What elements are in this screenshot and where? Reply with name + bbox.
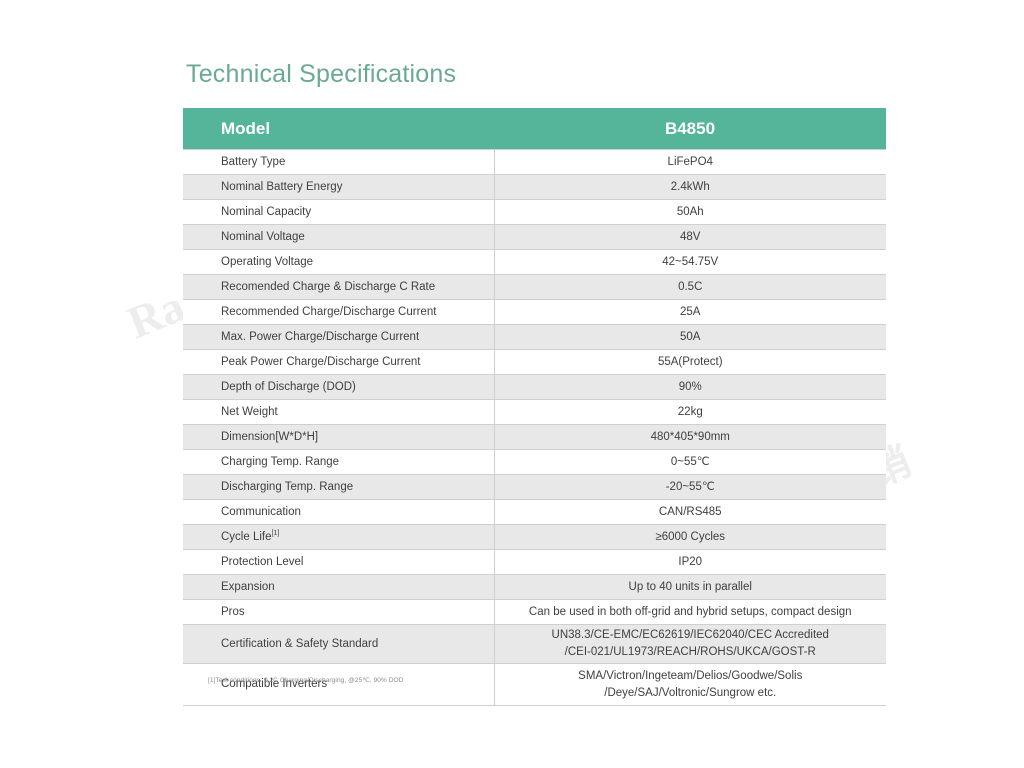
footnote-marker: [1] — [271, 529, 280, 537]
table-row: Discharging Temp. Range -20~55℃ — [183, 474, 886, 500]
spec-value: 22kg — [494, 399, 886, 425]
table-footnote: [1]Test conditions: 0.2C Charging/Discha… — [208, 677, 404, 684]
spec-label: Recommended Charge/Discharge Current — [183, 299, 495, 325]
spec-value: 48V — [494, 224, 886, 250]
table-row: Max. Power Charge/Discharge Current 50A — [183, 324, 886, 350]
header-model-number: B4850 — [494, 108, 886, 150]
table-row: Expansion Up to 40 units in parallel — [183, 574, 886, 600]
spec-label-text: Cycle Life — [221, 530, 272, 543]
spec-value: 90% — [494, 374, 886, 400]
spec-label: Communication — [183, 499, 495, 525]
table-row: Protection Level IP20 — [183, 549, 886, 575]
spec-label: Pros — [183, 599, 495, 625]
spec-label: Dimension[W*D*H] — [183, 424, 495, 450]
spec-value-line1: UN38.3/CE-EMC/EC62619/IEC62040/CEC Accre… — [551, 629, 829, 642]
table-header-row: Model B4850 — [183, 108, 886, 150]
table-row: Charging Temp. Range 0~55℃ — [183, 449, 886, 475]
spec-value: LiFePO4 — [494, 149, 886, 175]
spec-label: Certification & Safety Standard — [183, 624, 495, 664]
spec-value: Up to 40 units in parallel — [494, 574, 886, 600]
table-row: Pros Can be used in both off-grid and hy… — [183, 599, 886, 625]
spec-label: Nominal Battery Energy — [183, 174, 495, 200]
table-row: Net Weight 22kg — [183, 399, 886, 425]
spec-value: 2.4kWh — [494, 174, 886, 200]
spec-value: 25A — [494, 299, 886, 325]
spec-label: Nominal Capacity — [183, 199, 495, 225]
table-row: Dimension[W*D*H] 480*405*90mm — [183, 424, 886, 450]
spec-value: UN38.3/CE-EMC/EC62619/IEC62040/CEC Accre… — [494, 624, 886, 664]
spec-label: Battery Type — [183, 149, 495, 175]
spec-value-line2: /Deye/SAJ/Voltronic/Sungrow etc. — [604, 686, 777, 699]
table-row: Cycle Life[1] ≥6000 Cycles — [183, 524, 886, 550]
spec-label: Depth of Discharge (DOD) — [183, 374, 495, 400]
table-row: Compatible Inverters SMA/Victron/Ingetea… — [183, 663, 886, 706]
specifications-table: Model B4850 Battery Type LiFePO4 Nominal… — [183, 108, 886, 706]
spec-value-line2: /CEI-021/UL1973/REACH/ROHS/UKCA/GOST-R — [564, 646, 816, 658]
spec-label: Nominal Voltage — [183, 224, 495, 250]
table-row: Nominal Voltage 48V — [183, 224, 886, 250]
spec-value: CAN/RS485 — [494, 499, 886, 525]
spec-label: Protection Level — [183, 549, 495, 575]
table-row: Operating Voltage 42~54.75V — [183, 249, 886, 275]
table-row: Battery Type LiFePO4 — [183, 149, 886, 175]
spec-label: Peak Power Charge/Discharge Current — [183, 349, 495, 375]
spec-label: Discharging Temp. Range — [183, 474, 495, 500]
table-row: Communication CAN/RS485 — [183, 499, 886, 525]
table-header: Model B4850 — [183, 108, 886, 150]
spec-value: SMA/Victron/Ingeteam/Delios/Goodwe/Solis… — [494, 663, 886, 706]
page-title: Technical Specifications — [186, 60, 457, 88]
table-row: Depth of Discharge (DOD) 90% — [183, 374, 886, 400]
spec-label: Cycle Life[1] — [183, 524, 495, 550]
spec-value: 50A — [494, 324, 886, 350]
spec-value: 0.5C — [494, 274, 886, 300]
spec-label: Recomended Charge & Discharge C Rate — [183, 274, 495, 300]
spec-value: 0~55℃ — [494, 449, 886, 475]
spec-label: Compatible Inverters — [183, 663, 495, 706]
spec-value: -20~55℃ — [494, 474, 886, 500]
table-row: Peak Power Charge/Discharge Current 55A(… — [183, 349, 886, 375]
table-row: Nominal Battery Energy 2.4kWh — [183, 174, 886, 200]
spec-value: Can be used in both off-grid and hybrid … — [494, 599, 886, 625]
table-row: Recomended Charge & Discharge C Rate 0.5… — [183, 274, 886, 300]
spec-value-line1: SMA/Victron/Ingeteam/Delios/Goodwe/Solis — [578, 669, 803, 682]
spec-label: Operating Voltage — [183, 249, 495, 275]
spec-value: ≥6000 Cycles — [494, 524, 886, 550]
spec-value: 480*405*90mm — [494, 424, 886, 450]
spec-value: 50Ah — [494, 199, 886, 225]
spec-value: 42~54.75V — [494, 249, 886, 275]
spec-label: Max. Power Charge/Discharge Current — [183, 324, 495, 350]
table-row: Certification & Safety Standard UN38.3/C… — [183, 624, 886, 664]
table-row: Nominal Capacity 50Ah — [183, 199, 886, 225]
header-model: Model — [183, 108, 494, 150]
spec-label: Expansion — [183, 574, 495, 600]
spec-label: Net Weight — [183, 399, 495, 425]
spec-value: IP20 — [494, 549, 886, 575]
spec-value: 55A(Protect) — [494, 349, 886, 375]
table-row: Recommended Charge/Discharge Current 25A — [183, 299, 886, 325]
table-body: Battery Type LiFePO4 Nominal Battery Ene… — [183, 149, 886, 706]
spec-label: Charging Temp. Range — [183, 449, 495, 475]
